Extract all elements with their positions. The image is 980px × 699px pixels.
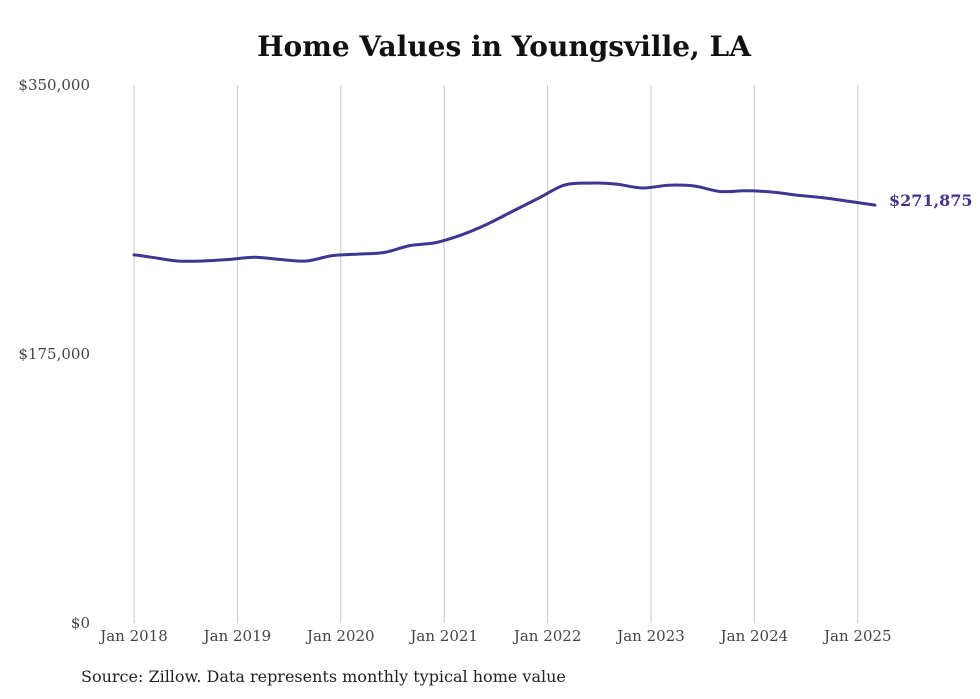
y-tick-label: $350,000 xyxy=(18,76,90,94)
chart-source: Source: Zillow. Data represents monthly … xyxy=(81,667,566,686)
y-tick-label: $0 xyxy=(71,614,90,632)
x-tick-label: Jan 2020 xyxy=(305,627,375,645)
x-tick-label: Jan 2024 xyxy=(719,627,789,645)
chart-title: Home Values in Youngsville, LA xyxy=(257,30,751,63)
x-tick-label: Jan 2022 xyxy=(512,627,582,645)
y-tick-label: $175,000 xyxy=(18,345,90,363)
x-tick-label: Jan 2019 xyxy=(202,627,272,645)
x-tick-label: Jan 2021 xyxy=(408,627,478,645)
x-axis-ticks: Jan 2018 Jan 2019 Jan 2020 Jan 2021 Jan 2022… xyxy=(98,627,891,645)
gridlines xyxy=(133,85,859,623)
series-layer xyxy=(132,181,877,263)
y-axis-ticks: $350,000 $175,000 $0 xyxy=(18,76,90,632)
x-tick-label: Jan 2025 xyxy=(822,627,892,645)
x-tick-label: Jan 2023 xyxy=(615,627,685,645)
end-label-layer: $271,875 xyxy=(889,191,973,210)
end-value-label: $271,875 xyxy=(889,191,973,210)
x-tick-label: Jan 2018 xyxy=(98,627,168,645)
series-line xyxy=(132,181,877,263)
